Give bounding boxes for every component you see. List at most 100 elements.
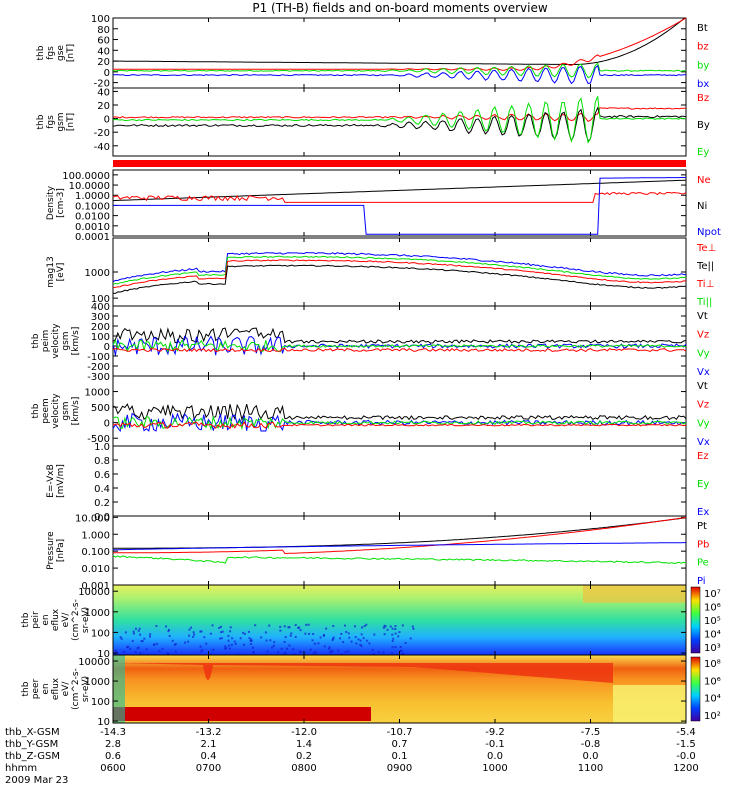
pb-line <box>113 516 687 555</box>
ion-spectrogram-cell <box>365 639 368 642</box>
ion-spectrogram-cell <box>243 643 246 646</box>
y-axis-label: fgs <box>46 115 56 129</box>
x-axis-value: 0.6 <box>105 751 121 762</box>
ion-spectrogram-cell <box>167 653 170 656</box>
ion-spectrogram-cell <box>345 630 348 633</box>
ion-spectrogram-cell <box>328 646 331 649</box>
ion-spectrogram-cell <box>243 632 246 635</box>
ion-spectrogram-cell <box>411 625 414 628</box>
legend-entry: Ne <box>697 175 711 186</box>
panel-frame <box>112 17 687 89</box>
ion-spectrogram-cell <box>138 627 141 630</box>
y-tick-label: 0.0100 <box>75 212 110 223</box>
ti-par-line <box>112 255 687 285</box>
x-axis-value: -13.2 <box>196 727 222 738</box>
y-tick-label: 40 <box>97 46 110 57</box>
ne-line <box>112 191 687 203</box>
x-axis-value: -0.8 <box>581 739 601 750</box>
y-tick-label: -20 <box>94 79 110 90</box>
panel-efield: 1.0 0.8 0.6 0.4 0.2 0.0 E=-VxB [mV/m] Ez Ey Ex <box>46 442 709 523</box>
legend-entry: Vz <box>697 330 709 341</box>
y-tick-label: 500 <box>91 403 110 414</box>
ion-spectrogram-cell <box>347 632 350 635</box>
ion-spectrogram-cell <box>266 650 269 653</box>
ion-spectrogram-cell <box>401 652 404 655</box>
ion-spectrogram-cell <box>397 635 400 638</box>
x-axis-value: 1100 <box>578 763 603 774</box>
y-axis-label: (cm^2-s- <box>71 599 81 641</box>
ion-spectrogram-cell <box>183 641 186 644</box>
ion-spectrogram-cell <box>139 633 142 636</box>
y-tick-label: 10.0000 <box>69 181 110 192</box>
ion-spectrogram-cell <box>228 644 231 647</box>
x-axis-value: 0900 <box>387 763 412 774</box>
ion-spectrogram-cell <box>391 652 394 655</box>
x-axis-value: 0.0 <box>583 751 599 762</box>
colorbar-label: 10⁴ <box>704 630 721 641</box>
y-axis-label: thb <box>31 403 41 418</box>
ion-spectrogram-cell <box>225 647 228 650</box>
legend-entry: bz <box>697 42 709 53</box>
panel-frame <box>112 445 687 517</box>
ion-spectrogram-cell <box>394 627 397 630</box>
bz-line <box>112 107 687 123</box>
y-axis-label: thb <box>21 612 31 627</box>
legend-entry: Ni <box>697 201 707 212</box>
panel-peem-vel: 1000 500 0 -500 thb peem velocity gsm [km/s] Vt Vz… <box>31 375 710 448</box>
ti-perp-line <box>112 251 687 283</box>
y-tick-label: -100 <box>87 352 110 363</box>
ion-spectrogram-cell <box>283 625 286 628</box>
x-axis-value: 0.2 <box>296 751 312 762</box>
x-axis-value: 1000 <box>482 763 507 774</box>
electron-spectrogram-low-energy-band <box>113 707 371 721</box>
ion-spectrogram-cell <box>322 634 325 637</box>
y-axis-label: fgs <box>46 46 56 60</box>
ion-spectrogram-cell <box>353 625 356 628</box>
ion-spectrogram-cell <box>224 647 227 650</box>
ion-spectrogram-cell <box>132 630 135 633</box>
y-tick-label: 1000 <box>85 388 110 399</box>
ion-spectrogram-cell <box>192 631 195 634</box>
ion-spectrogram-cell <box>309 648 312 651</box>
ion-spectrogram-cell <box>287 626 290 629</box>
pe-line <box>112 555 687 565</box>
figure-title: P1 (TH-B) fields and on-board moments ov… <box>252 1 548 15</box>
x-axis-value: -1.5 <box>676 739 696 750</box>
legend-entry: Vt <box>697 311 708 322</box>
y-axis-label: Density <box>46 185 56 220</box>
ion-spectrogram-cell <box>361 626 364 629</box>
ion-spectrogram-cell <box>299 629 302 632</box>
colorbar <box>690 586 701 654</box>
vy-line <box>112 339 687 354</box>
ion-spectrogram-cell <box>199 645 202 648</box>
x-axis-value: -5.4 <box>676 727 696 738</box>
vz-line <box>112 347 687 353</box>
ion-spectrogram-cell <box>188 628 191 631</box>
panel-peir-spec: 10000 1000 100 10 thb peir en eflux eV/(cm^2-s-s… <box>21 584 721 660</box>
y-axis-label: [mV/m] <box>56 464 66 498</box>
vx-line <box>112 335 687 356</box>
y-axis-label: thb <box>36 114 46 129</box>
ion-spectrogram-cell <box>123 650 126 653</box>
y-axis-label: eV/ <box>61 681 71 697</box>
ion-spectrogram-cell <box>220 631 223 634</box>
x-axis-value: -14.3 <box>100 727 126 738</box>
ion-spectrogram-cell <box>307 623 310 626</box>
ion-spectrogram-cell <box>205 642 208 645</box>
x-axis-value: 0800 <box>291 763 316 774</box>
x-axis-value: 2.1 <box>201 739 217 750</box>
y-axis-label: [cm-3] <box>56 188 66 218</box>
ion-spectrogram-cell <box>394 625 397 628</box>
ion-spectrogram-cell <box>173 643 176 646</box>
y-axis-label: eflux <box>51 677 61 700</box>
panel-temperature: 1000 100 mag13 [eV] Te⊥ Te|| Ti⊥ Ti|| <box>46 237 716 308</box>
y-tick-label: 100 <box>91 14 110 25</box>
ion-spectrogram-cell <box>166 652 169 655</box>
ion-spectrogram-cell <box>219 625 222 628</box>
y-axis-label: [eV] <box>56 263 66 282</box>
colorbar-label: 10² <box>704 711 721 722</box>
x-axis: thb_X-GSM -14.3 -13.2 -12.0 -10.7 -9.2 -7.5 -5.… <box>5 727 699 786</box>
ion-spectrogram-cell <box>139 652 142 655</box>
x-axis-value: 1.4 <box>296 739 312 750</box>
